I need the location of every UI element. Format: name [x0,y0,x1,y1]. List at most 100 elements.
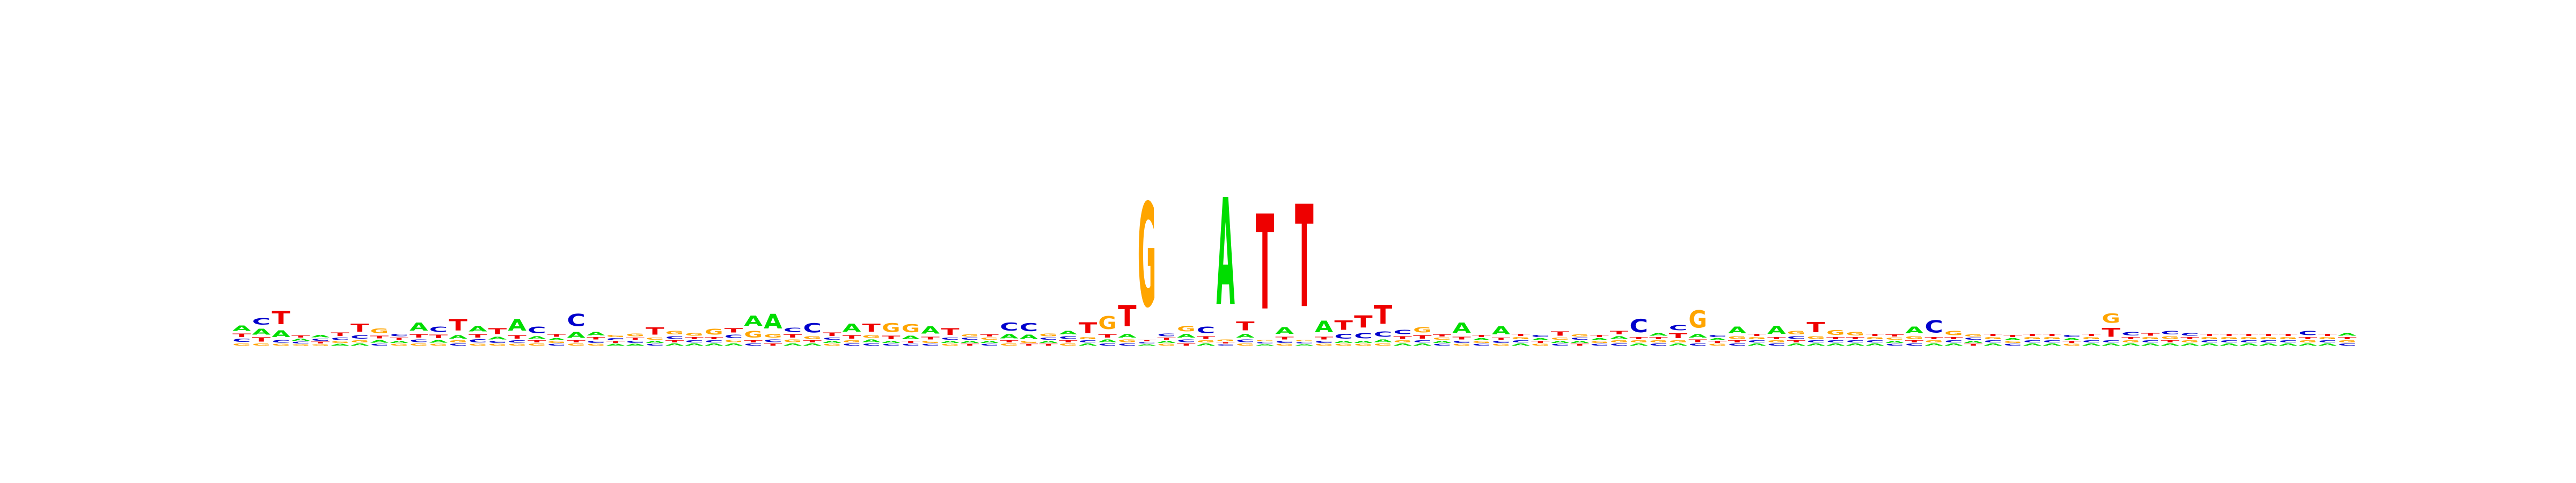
logo-letter-c: C [1924,318,1943,337]
logo-letter-a: A [1649,332,1668,336]
logo-letter-a: A [2318,343,2337,346]
logo-letter-a: A [1787,343,1806,346]
logo-letter-t: T [2141,332,2160,336]
logo-letter-c: C [1610,343,1628,346]
logo-letter-a: A [2102,343,2120,346]
logo-letter-g: G [1118,339,1136,343]
logo-letter-a: A [2180,343,2199,346]
logo-letter-c: C [902,343,920,346]
logo-letter-c: C [1767,343,1785,346]
logo-letter-g: G [331,341,349,343]
logo-letter-g: G [606,334,625,338]
logo-letter-c: C [2259,340,2278,343]
logo-letter-a: A [1944,343,1963,346]
logo-letter-a: A [311,334,330,338]
logo-letter-g: G [705,327,723,337]
logo-letter-c: C [1354,332,1372,340]
logo-letter-c: C [1472,343,1490,346]
logo-letter-a: A [1924,343,1943,346]
logo-letter-t: T [252,336,271,343]
logo-letter-t: T [606,341,625,343]
logo-letter-a: A [646,340,664,343]
logo-letter-c: C [1629,315,1648,336]
logo-letter-t: T [1984,333,2002,336]
logo-letter-t: T [1551,331,1570,337]
logo-letter-t: T [409,333,428,339]
logo-letter-a: A [2240,343,2258,346]
logo-letter-g: G [1059,343,1077,346]
logo-letter-t: T [2062,341,2081,343]
logo-letter-t: T [744,340,763,343]
logo-letter-t: T [1787,340,1806,343]
logo-letter-c: C [1551,343,1569,346]
logo-letter-a: A [1236,333,1255,339]
logo-letter-c: C [1039,337,1057,340]
logo-letter-t: T [961,343,979,346]
logo-letter-c: C [350,334,369,340]
logo-letter-g: G [429,343,448,346]
logo-letter-c: C [1492,340,1510,343]
logo-letter-g: G [980,337,998,340]
logo-letter-t: T [2121,336,2140,340]
logo-letter-g: G [587,343,605,346]
logo-letter-a: A [1118,333,1137,339]
logo-letter-g: G [1413,326,1431,334]
logo-letter-a: A [941,340,960,343]
logo-letter-c: C [1747,340,1766,343]
logo-letter-g: G [409,343,428,346]
logo-letter-t: T [508,334,526,340]
logo-letter-t: T [2180,336,2199,340]
logo-letter-t: T [331,332,349,337]
logo-letter-c: C [2141,340,2160,343]
logo-letter-g: G [2318,336,2337,340]
logo-letter-g: G [1334,343,1352,346]
logo-letter-t: T [1924,336,1943,340]
logo-letter-g: G [1924,340,1943,343]
logo-letter-a: A [1492,325,1511,338]
logo-letter-g: G [1629,340,1648,343]
logo-letter-g: G [2299,340,2317,343]
logo-letter-g: G [2240,336,2258,340]
logo-letter-t: T [1354,312,1373,332]
logo-letter-c: C [1806,340,1825,343]
logo-letter-t: T [528,340,546,343]
logo-letter-t: T [803,340,822,343]
logo-letter-a: A [1511,343,1530,346]
logo-letter-g: G [1590,341,1608,343]
logo-letter-t: T [1905,340,1924,343]
logo-letter-t: T [1256,188,1274,339]
logo-letter-g: G [1295,340,1313,342]
logo-letter-t: T [370,335,389,339]
logo-letter-c: C [2180,332,2199,336]
logo-letter-c: C [1649,343,1667,346]
logo-letter-a: A [1393,343,1412,346]
logo-letter-g: G [1964,334,1982,337]
logo-letter-a: A [1000,333,1018,340]
logo-letter-c: C [941,337,959,340]
logo-letter-t: T [469,333,487,339]
logo-letter-t: T [390,337,408,340]
logo-letter-g: G [1688,306,1707,333]
logo-letter-g: G [882,321,900,335]
logo-letter-t: T [1472,334,1491,338]
logo-letter-g: G [1826,329,1845,336]
logo-letter-g: G [2279,336,2297,340]
logo-letter-g: G [1551,337,1569,340]
logo-letter-t: T [862,321,881,334]
logo-letter-t: T [1413,334,1432,340]
logo-letter-t: T [646,325,664,337]
logo-letter-a: A [429,339,448,343]
logo-letter-c: C [1826,340,1845,343]
logo-letter-t: T [1688,339,1707,343]
logo-letter-g: G [1216,339,1234,342]
logo-letter-a: A [724,343,743,346]
logo-letter-c: C [803,320,821,335]
logo-letter-g: G [252,343,270,346]
logo-letter-t: T [449,316,467,334]
logo-letter-t: T [1138,340,1157,342]
logo-letter-t: T [764,343,782,346]
logo-letter-t: T [1157,337,1176,340]
logo-letter-a: A [1256,344,1275,346]
logo-letter-a: A [488,336,507,340]
logo-letter-a: A [1079,343,1097,346]
